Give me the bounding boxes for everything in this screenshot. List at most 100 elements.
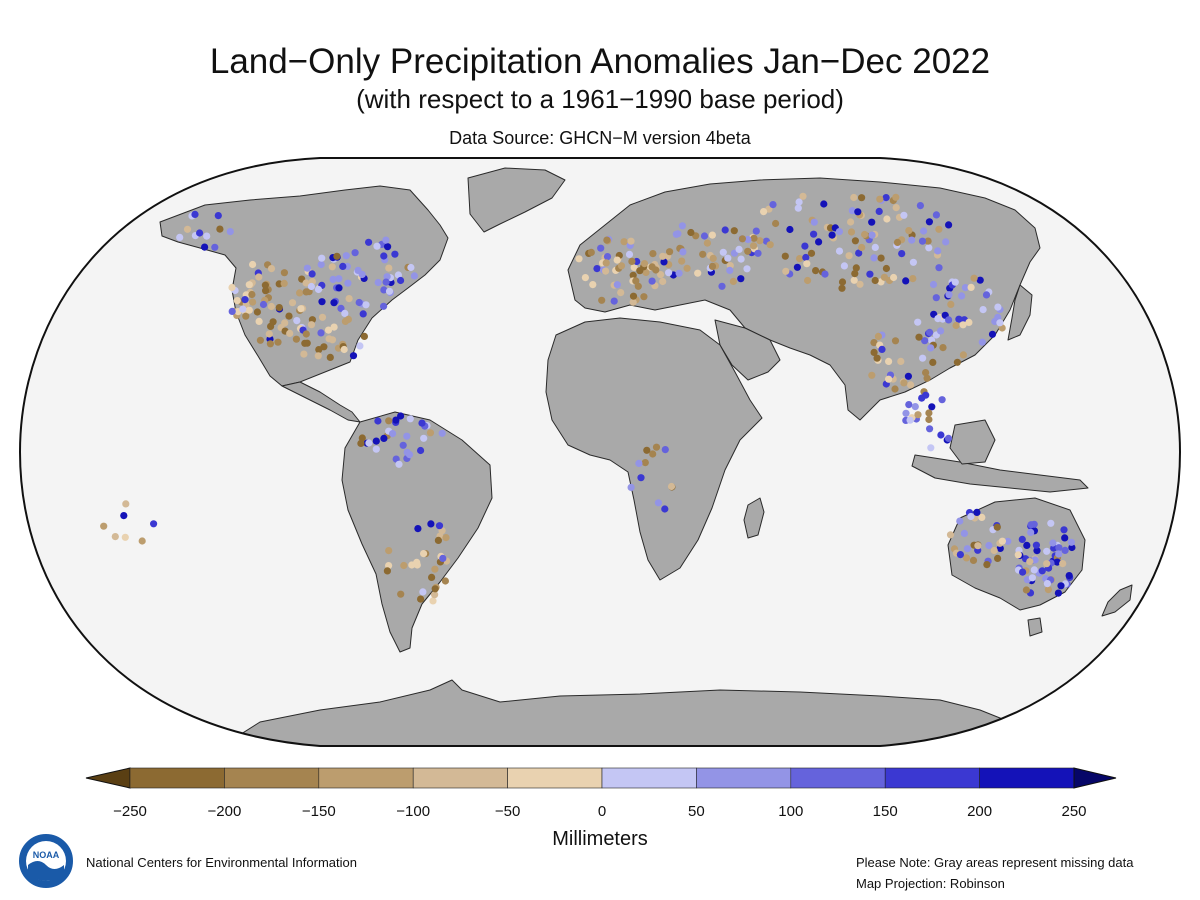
- station-dot: [756, 237, 764, 245]
- station-dot: [641, 459, 649, 467]
- station-dot: [956, 551, 965, 559]
- station-dot: [953, 358, 962, 366]
- station-dot: [743, 265, 751, 273]
- station-dot: [121, 533, 129, 541]
- station-dot: [593, 265, 601, 273]
- station-dot: [385, 264, 393, 272]
- station-dot: [380, 434, 388, 442]
- station-dot: [374, 278, 382, 287]
- station-dot: [918, 237, 927, 245]
- station-dot: [413, 558, 421, 567]
- station-dot: [302, 279, 310, 287]
- station-dot: [214, 212, 222, 220]
- station-dot: [929, 358, 937, 366]
- colorbar-tick-label: −250: [113, 803, 147, 820]
- station-dot: [394, 271, 402, 279]
- station-dot: [286, 329, 294, 337]
- station-dot: [932, 211, 941, 219]
- station-dot: [852, 264, 860, 272]
- colorbar-bin: [412, 767, 508, 789]
- station-dot: [649, 450, 657, 458]
- station-dot: [417, 446, 425, 455]
- station-dot: [635, 459, 643, 467]
- station-dot: [303, 264, 311, 272]
- station-dot: [858, 194, 866, 202]
- station-dot: [629, 271, 637, 279]
- station-dot: [211, 243, 219, 251]
- station-dot: [410, 272, 418, 280]
- station-dot: [438, 429, 446, 437]
- station-dot: [882, 194, 890, 202]
- station-dot: [426, 429, 435, 437]
- station-dot: [293, 317, 301, 325]
- station-dot: [858, 243, 866, 252]
- colorbar-tick-label: −150: [302, 803, 336, 820]
- station-dot: [335, 275, 343, 283]
- station-dot: [951, 278, 959, 286]
- station-dot: [228, 283, 236, 292]
- station-dot: [245, 281, 253, 289]
- station-dot: [938, 396, 946, 404]
- station-dot: [924, 237, 932, 245]
- station-dot: [932, 294, 940, 302]
- station-dot: [1061, 546, 1069, 555]
- borneo-landmass: [949, 419, 996, 465]
- station-dot: [365, 238, 373, 246]
- station-dot: [1023, 541, 1031, 550]
- station-dot: [960, 529, 969, 538]
- station-dot: [383, 273, 391, 281]
- station-dot: [703, 239, 712, 247]
- station-dot: [358, 434, 366, 442]
- station-dot: [344, 315, 352, 323]
- station-dot: [575, 255, 583, 263]
- station-dot: [661, 505, 669, 513]
- station-dot: [1061, 534, 1069, 542]
- station-dot: [679, 248, 687, 256]
- station-dot: [380, 302, 388, 310]
- station-dot: [911, 403, 919, 411]
- station-markers: [100, 192, 1076, 605]
- station-dot: [267, 302, 275, 311]
- station-dot: [274, 338, 282, 346]
- station-dot: [812, 267, 820, 275]
- station-dot: [292, 335, 300, 343]
- station-dot: [629, 292, 638, 300]
- station-dot: [589, 281, 597, 289]
- station-dot: [345, 295, 353, 303]
- station-dot: [847, 228, 856, 236]
- station-dot: [969, 556, 978, 565]
- station-dot: [993, 523, 1001, 531]
- station-dot: [891, 337, 900, 345]
- station-dot: [796, 255, 804, 263]
- colorbar-tick-label: 50: [688, 803, 705, 820]
- station-dot: [667, 482, 676, 491]
- station-dot: [406, 415, 414, 423]
- station-dot: [318, 313, 327, 321]
- colorbar-bin: [224, 767, 320, 789]
- station-dot: [1004, 537, 1012, 545]
- station-dot: [340, 345, 348, 354]
- station-dot: [935, 264, 943, 272]
- station-dot: [176, 233, 184, 241]
- station-dot: [665, 269, 673, 277]
- station-dot: [328, 263, 336, 271]
- station-dot: [642, 268, 650, 277]
- station-dot: [955, 315, 963, 323]
- station-dot: [845, 252, 853, 260]
- station-dot: [851, 237, 860, 245]
- station-dot: [405, 451, 414, 459]
- station-dot: [383, 567, 391, 575]
- station-dot: [262, 287, 270, 295]
- station-dot: [694, 269, 702, 277]
- station-dot: [866, 270, 874, 278]
- station-dot: [632, 277, 640, 285]
- station-dot: [709, 254, 717, 262]
- station-dot: [838, 284, 846, 292]
- station-dot: [973, 508, 981, 516]
- station-dot: [904, 372, 913, 380]
- station-dot: [945, 221, 953, 229]
- station-dot: [700, 232, 709, 240]
- station-dot: [919, 354, 927, 362]
- station-dot: [627, 237, 635, 245]
